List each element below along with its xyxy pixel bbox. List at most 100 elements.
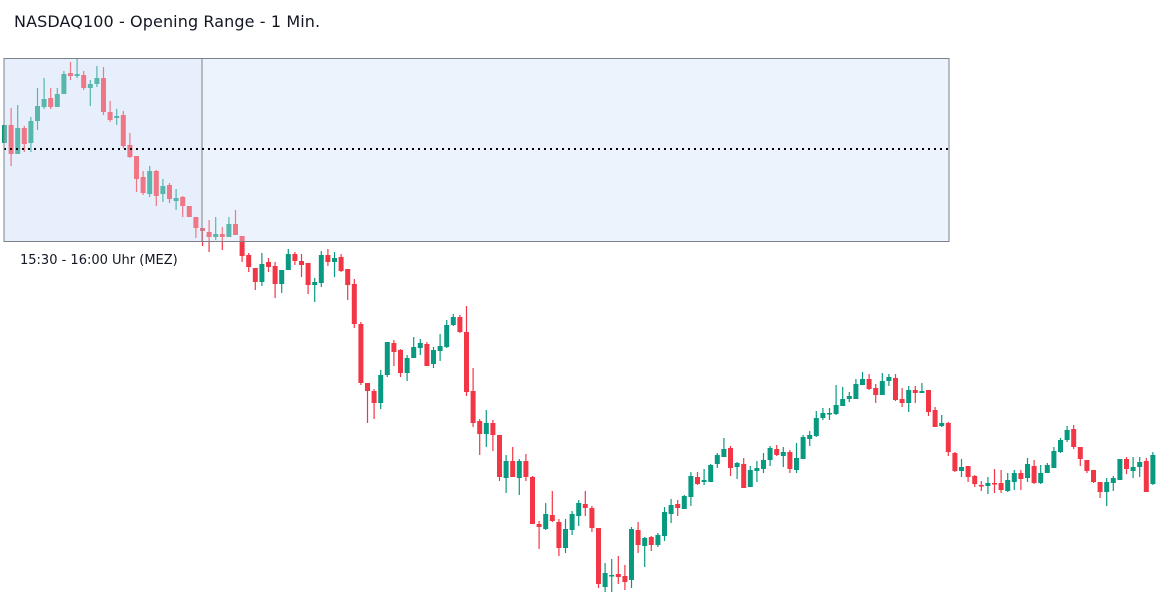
candle-body-bearish bbox=[912, 390, 918, 393]
candle-body-bullish bbox=[1051, 451, 1057, 468]
candle-body-bearish bbox=[120, 115, 126, 146]
candle-body-bearish bbox=[695, 477, 700, 484]
candle-body-bearish bbox=[1124, 459, 1129, 469]
candle bbox=[728, 446, 733, 476]
candle-body-bearish bbox=[1031, 466, 1037, 483]
candle bbox=[167, 183, 172, 203]
candle bbox=[1143, 458, 1149, 492]
candle bbox=[1091, 470, 1096, 483]
candle-body-bullish bbox=[701, 480, 707, 482]
candle-body-bullish bbox=[147, 171, 153, 194]
candle-body-bearish bbox=[134, 156, 139, 179]
candle bbox=[820, 408, 826, 420]
candle-body-bearish bbox=[741, 464, 747, 488]
candle bbox=[602, 563, 608, 592]
candle-body-bearish bbox=[873, 388, 879, 395]
candle-body-bullish bbox=[431, 350, 436, 364]
candle bbox=[1084, 460, 1090, 473]
candle bbox=[932, 407, 938, 427]
candle-body-bearish bbox=[497, 435, 502, 477]
candle bbox=[483, 410, 489, 447]
candle-body-bullish bbox=[384, 342, 390, 375]
candle-body-bearish bbox=[635, 530, 641, 545]
candle-body-bearish bbox=[127, 145, 133, 157]
candle-body-bullish bbox=[450, 317, 456, 325]
candle bbox=[87, 80, 93, 106]
candle-body-bullish bbox=[1150, 455, 1156, 484]
candle-body-bullish bbox=[437, 346, 443, 351]
candle bbox=[965, 466, 971, 482]
candle bbox=[589, 506, 595, 532]
candle bbox=[714, 453, 720, 468]
candle-body-bullish bbox=[629, 529, 634, 580]
candle bbox=[48, 88, 54, 109]
candle bbox=[259, 253, 265, 286]
candle bbox=[563, 519, 568, 553]
candle-body-bearish bbox=[866, 379, 872, 389]
candle bbox=[15, 105, 21, 154]
candle-body-bearish bbox=[48, 98, 54, 107]
candle bbox=[747, 466, 753, 487]
candle bbox=[840, 387, 846, 406]
candle-body-bearish bbox=[345, 269, 351, 285]
candle bbox=[398, 349, 403, 377]
candle-body-bearish bbox=[272, 266, 278, 284]
candle-body-bullish bbox=[411, 347, 417, 358]
candle-body-bullish bbox=[800, 437, 806, 459]
candle bbox=[272, 262, 278, 298]
candle bbox=[1025, 458, 1030, 482]
candle-body-bearish bbox=[1071, 429, 1077, 447]
candle bbox=[252, 268, 258, 290]
candle bbox=[919, 383, 925, 393]
candle bbox=[417, 339, 423, 355]
candle-body-bearish bbox=[299, 261, 304, 265]
candle-body-bullish bbox=[279, 270, 285, 284]
candle bbox=[1117, 459, 1123, 480]
candle-body-bullish bbox=[602, 573, 608, 587]
candle-body-bearish bbox=[675, 504, 681, 508]
candle bbox=[358, 322, 364, 385]
candle-body-bearish bbox=[351, 284, 357, 324]
candle-body-bullish bbox=[41, 99, 47, 107]
candle bbox=[794, 443, 799, 473]
candle bbox=[866, 374, 872, 390]
candle bbox=[292, 252, 298, 265]
candle-body-bearish bbox=[8, 125, 14, 154]
candle-body-bullish bbox=[173, 198, 179, 201]
candle-body-bullish bbox=[114, 116, 120, 118]
candle bbox=[945, 422, 951, 456]
candle bbox=[959, 459, 964, 477]
candle bbox=[470, 368, 476, 427]
candle bbox=[477, 419, 483, 455]
candle-body-bullish bbox=[860, 379, 865, 385]
candle-body-bearish bbox=[523, 461, 529, 477]
candle bbox=[285, 249, 291, 270]
candle bbox=[1018, 470, 1024, 490]
candle-body-bearish bbox=[206, 232, 212, 237]
candle-body-bearish bbox=[464, 332, 469, 392]
candle bbox=[853, 379, 859, 399]
candle bbox=[662, 507, 667, 541]
candle bbox=[1064, 426, 1070, 442]
candle-body-bullish bbox=[708, 465, 714, 482]
candle-body-bullish bbox=[404, 358, 410, 373]
candle-body-bearish bbox=[510, 461, 516, 477]
candle bbox=[503, 455, 509, 493]
candle bbox=[1130, 457, 1136, 478]
candle bbox=[490, 420, 496, 451]
candle bbox=[708, 464, 714, 482]
candle-body-bullish bbox=[94, 78, 100, 84]
candle bbox=[787, 450, 793, 473]
candle bbox=[312, 278, 318, 302]
candle-body-bullish bbox=[1025, 464, 1030, 478]
candle-body-bearish bbox=[893, 378, 898, 400]
candle-body-bearish bbox=[219, 234, 225, 237]
candle-body-bullish bbox=[714, 455, 720, 464]
candle bbox=[404, 355, 410, 381]
candle-body-bullish bbox=[820, 413, 826, 418]
candle bbox=[219, 227, 225, 250]
candle-body-bearish bbox=[186, 206, 192, 217]
candle bbox=[886, 374, 892, 386]
candle bbox=[338, 254, 344, 272]
